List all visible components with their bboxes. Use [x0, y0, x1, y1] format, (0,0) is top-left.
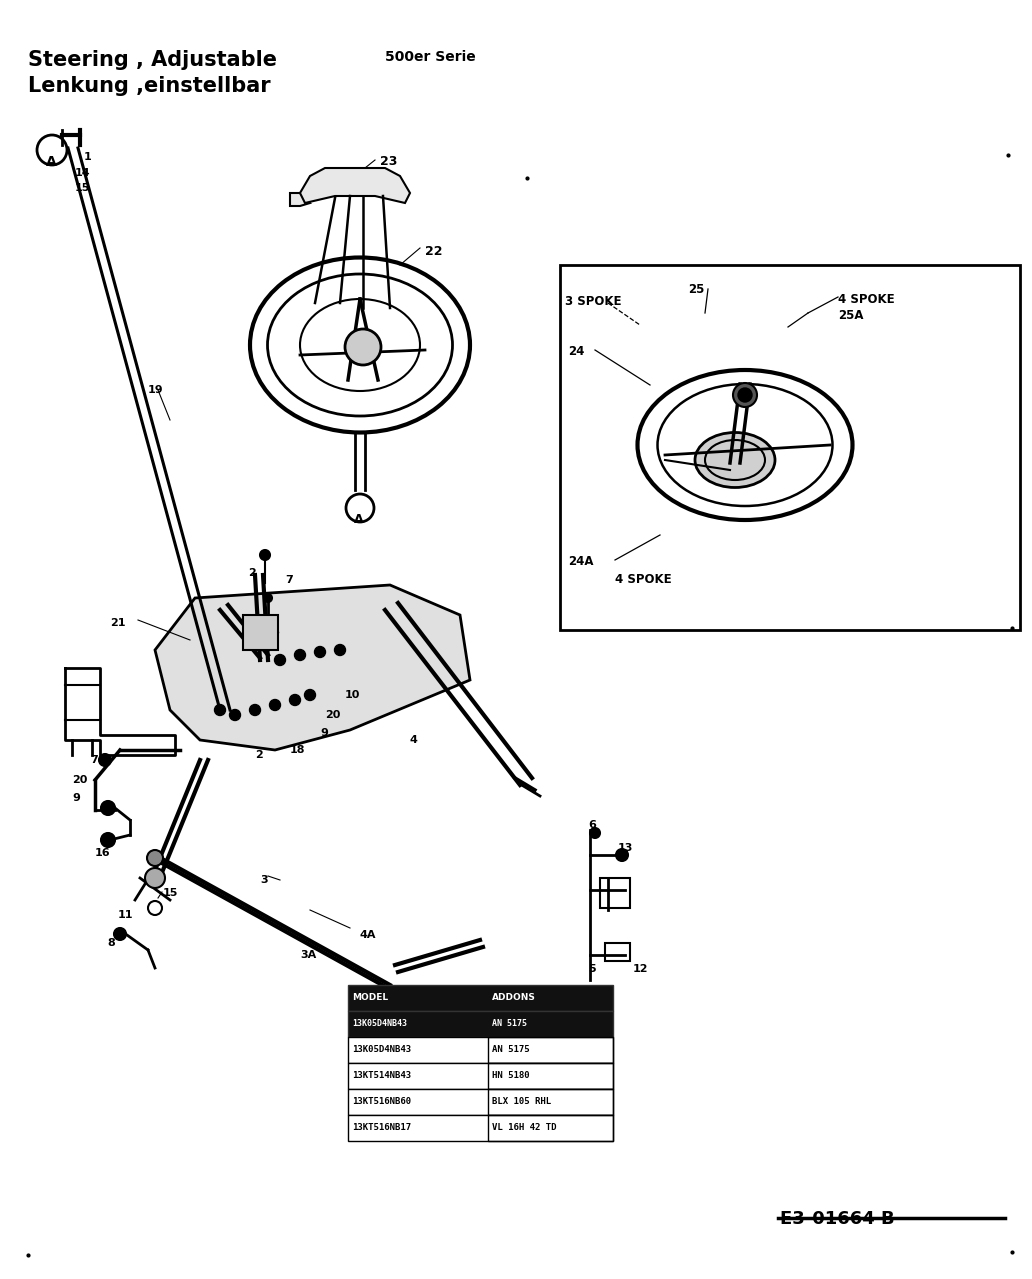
Text: AN 5175: AN 5175 [492, 1045, 529, 1054]
Circle shape [334, 645, 346, 656]
Text: 2: 2 [255, 749, 263, 760]
Text: 500er Serie: 500er Serie [385, 50, 476, 64]
Circle shape [99, 755, 111, 766]
Text: 4 SPOKE: 4 SPOKE [615, 573, 672, 586]
Circle shape [101, 833, 115, 847]
Circle shape [146, 868, 165, 888]
Text: 22: 22 [425, 246, 443, 258]
Circle shape [215, 705, 226, 715]
Circle shape [304, 689, 316, 701]
Text: 6: 6 [588, 820, 595, 830]
Circle shape [114, 929, 126, 940]
Circle shape [733, 382, 757, 407]
Text: 20: 20 [325, 710, 341, 720]
Text: 15: 15 [163, 888, 179, 898]
Circle shape [147, 851, 163, 866]
Circle shape [229, 710, 240, 720]
Text: 3 SPOKE: 3 SPOKE [565, 295, 621, 308]
Text: A: A [46, 155, 57, 169]
Text: 23: 23 [380, 155, 397, 168]
Bar [243, 615, 278, 650]
Circle shape [269, 700, 281, 711]
Circle shape [315, 646, 325, 657]
Text: 13KT516NB17: 13KT516NB17 [352, 1123, 411, 1132]
Text: 20: 20 [72, 775, 88, 785]
Text: Steering , Adjustable: Steering , Adjustable [28, 50, 277, 70]
Text: 11: 11 [118, 909, 133, 920]
Bar [488, 1088, 613, 1115]
Bar [605, 943, 630, 961]
Text: 14: 14 [75, 168, 91, 178]
Text: BLX 105 RHL: BLX 105 RHL [492, 1097, 551, 1106]
Circle shape [294, 650, 305, 660]
Text: 24A: 24A [568, 555, 593, 568]
Text: 9: 9 [320, 728, 328, 738]
Circle shape [264, 593, 272, 602]
Text: 4 SPOKE: 4 SPOKE [838, 293, 895, 306]
Text: 13: 13 [618, 843, 634, 853]
Circle shape [345, 329, 381, 365]
Text: AN 5175: AN 5175 [492, 1019, 527, 1028]
Text: 4A: 4A [360, 930, 377, 940]
Text: ADDONS: ADDONS [492, 994, 536, 1003]
Text: 24: 24 [568, 345, 584, 358]
Bar [488, 1037, 613, 1063]
Text: 2: 2 [248, 568, 256, 578]
Text: 8: 8 [107, 938, 115, 948]
Text: 3A: 3A [300, 950, 316, 961]
Text: 25: 25 [688, 283, 705, 295]
Circle shape [590, 828, 600, 838]
Text: 3: 3 [260, 875, 267, 885]
Text: 10: 10 [345, 689, 360, 700]
Bar [560, 265, 1020, 631]
Text: Lenkung ,einstellbar: Lenkung ,einstellbar [28, 75, 270, 96]
Bar [348, 1088, 613, 1115]
Polygon shape [290, 193, 310, 206]
Circle shape [616, 849, 628, 861]
Text: 12: 12 [633, 964, 648, 975]
Text: HN 5180: HN 5180 [492, 1072, 529, 1081]
Bar [348, 1115, 613, 1141]
Bar [488, 1063, 613, 1088]
Text: 16: 16 [95, 848, 110, 858]
Text: 7: 7 [285, 576, 293, 585]
Polygon shape [300, 168, 410, 203]
Text: 18: 18 [290, 744, 305, 755]
Bar [348, 1063, 613, 1088]
Text: 13KT516NB60: 13KT516NB60 [352, 1097, 411, 1106]
Text: 15: 15 [75, 183, 91, 193]
Text: 21: 21 [110, 618, 126, 628]
Text: 4: 4 [410, 735, 418, 744]
Bar [348, 1037, 613, 1063]
Text: 25A: 25A [838, 310, 864, 322]
Text: E3-01664 B: E3-01664 B [780, 1210, 895, 1228]
Text: 9: 9 [72, 793, 79, 803]
Text: 13KT514NB43: 13KT514NB43 [352, 1072, 411, 1081]
Circle shape [738, 388, 752, 402]
Circle shape [275, 655, 286, 665]
Bar [348, 985, 613, 1010]
Ellipse shape [695, 432, 775, 487]
Bar [600, 877, 630, 908]
Circle shape [290, 694, 300, 706]
Text: 5: 5 [588, 964, 595, 975]
Text: VL 16H 42 TD: VL 16H 42 TD [492, 1123, 556, 1132]
Text: 13K05D4NB43: 13K05D4NB43 [352, 1045, 411, 1054]
Bar [488, 1115, 613, 1141]
Bar [348, 1010, 613, 1037]
Polygon shape [155, 585, 470, 749]
Circle shape [101, 801, 115, 815]
Text: 19: 19 [148, 385, 164, 395]
Text: A: A [354, 513, 363, 526]
Text: 7: 7 [90, 755, 98, 765]
Text: MODEL: MODEL [352, 994, 388, 1003]
Circle shape [250, 705, 260, 715]
Circle shape [260, 550, 270, 560]
Text: 13K05D4NB43: 13K05D4NB43 [352, 1019, 407, 1028]
Text: 1: 1 [84, 152, 92, 162]
